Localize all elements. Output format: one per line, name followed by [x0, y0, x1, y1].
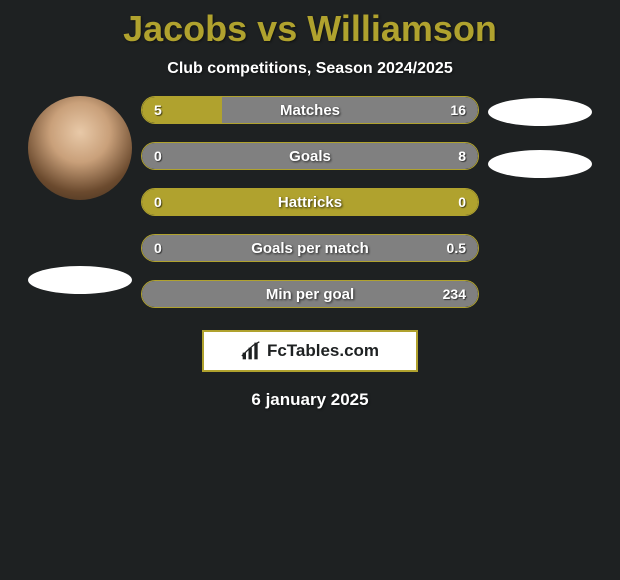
page-title: Jacobs vs Williamson — [0, 0, 620, 50]
bar-label: Matches — [142, 97, 478, 123]
comparison-row: 516Matches 08Goals 00Hattricks 00.5Goals pe… — [0, 96, 620, 308]
logo-box[interactable]: FcTables.com — [202, 330, 418, 372]
stat-bar: 08Goals — [141, 142, 479, 170]
player-left-name: Jacobs — [123, 8, 247, 49]
bar-label: Goals per match — [142, 235, 478, 261]
stat-bars: 516Matches 08Goals 00Hattricks 00.5Goals pe… — [135, 96, 485, 308]
player-right-pill-2 — [488, 150, 592, 178]
player-left-name-pill — [28, 266, 132, 294]
chart-icon — [241, 341, 261, 361]
stat-bar: 516Matches — [141, 96, 479, 124]
stat-bar: 234Min per goal — [141, 280, 479, 308]
player-right-name: Williamson — [307, 8, 497, 49]
bar-label: Min per goal — [142, 281, 478, 307]
avatar-image — [28, 96, 132, 200]
subtitle: Club competitions, Season 2024/2025 — [0, 60, 620, 78]
stat-bar: 00Hattricks — [141, 188, 479, 216]
bar-label: Hattricks — [142, 189, 478, 215]
player-left-side — [25, 96, 135, 294]
player-right-pill-1 — [488, 98, 592, 126]
date-text: 6 january 2025 — [0, 390, 620, 410]
bar-label: Goals — [142, 143, 478, 169]
vs-text: vs — [257, 8, 307, 49]
stat-bar: 00.5Goals per match — [141, 234, 479, 262]
player-left-avatar — [28, 96, 132, 200]
logo-text: FcTables.com — [267, 341, 379, 361]
player-right-side — [485, 96, 595, 178]
